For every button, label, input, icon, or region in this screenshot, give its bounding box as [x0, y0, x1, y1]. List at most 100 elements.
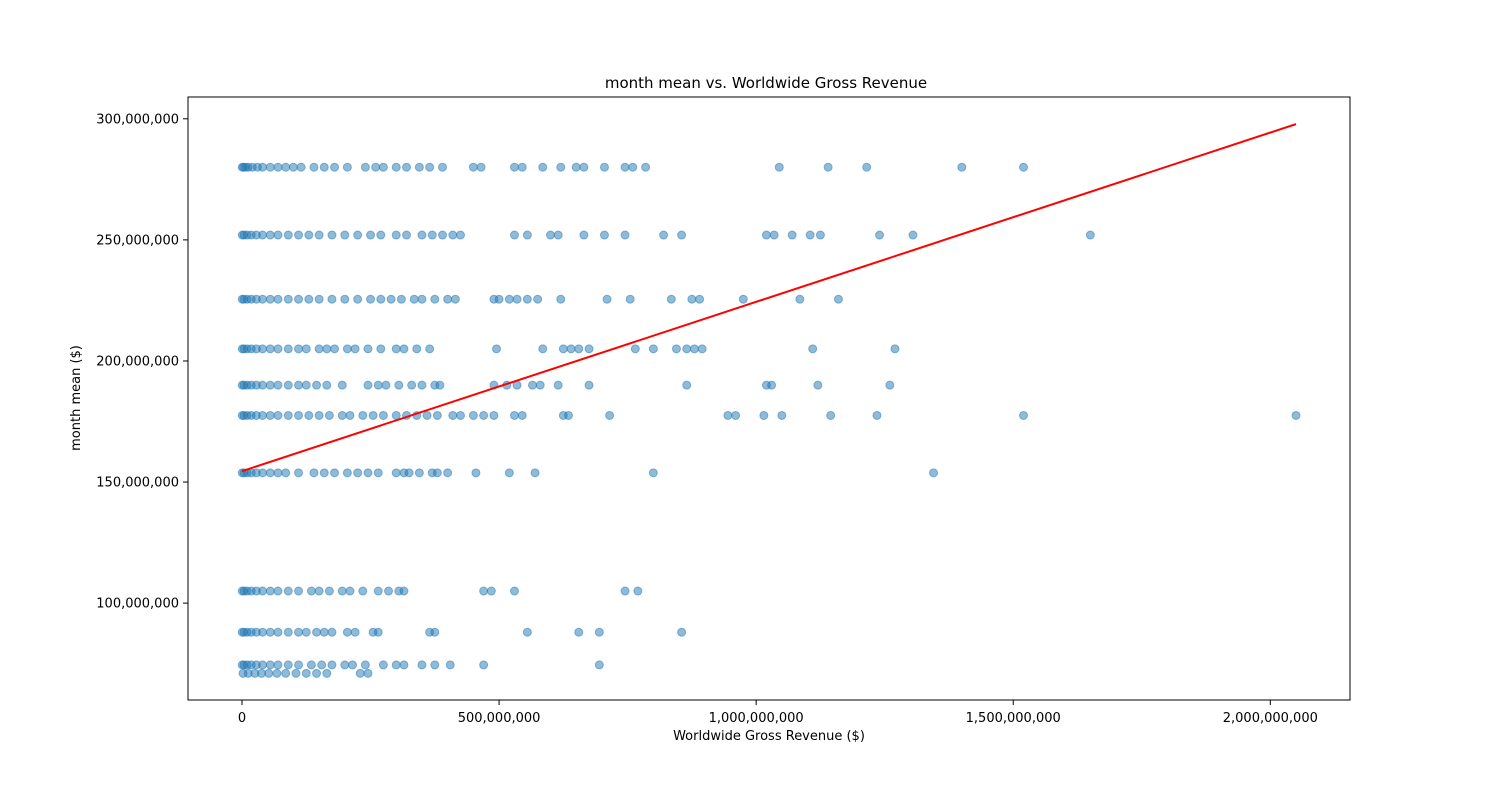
- data-point: [342, 162, 352, 172]
- data-point: [265, 344, 275, 354]
- data-point: [373, 380, 383, 390]
- data-point: [556, 294, 566, 304]
- data-point: [265, 410, 275, 420]
- data-point: [594, 627, 604, 637]
- data-point: [535, 380, 545, 390]
- data-point: [517, 162, 527, 172]
- data-point: [399, 344, 409, 354]
- data-point: [479, 660, 489, 670]
- data-point: [312, 627, 322, 637]
- x-tick-label: 2,000,000,000: [1223, 711, 1318, 726]
- data-point: [273, 294, 283, 304]
- data-point: [368, 410, 378, 420]
- data-point: [330, 344, 340, 354]
- data-point: [399, 586, 409, 596]
- data-point: [378, 660, 388, 670]
- data-point: [456, 410, 465, 420]
- data-point: [363, 380, 373, 390]
- data-point: [479, 586, 489, 596]
- data-point: [509, 230, 519, 240]
- data-point: [833, 294, 843, 304]
- data-point: [563, 410, 573, 420]
- data-point: [327, 627, 337, 637]
- data-point: [358, 410, 368, 420]
- data-point: [348, 660, 358, 670]
- data-point: [376, 294, 386, 304]
- data-point: [471, 468, 481, 478]
- data-point: [689, 344, 699, 354]
- data-point: [545, 230, 555, 240]
- data-point: [314, 230, 324, 240]
- data-point: [584, 380, 594, 390]
- data-point: [443, 294, 453, 304]
- data-point: [373, 468, 383, 478]
- data-point: [265, 468, 275, 478]
- data-point: [273, 162, 283, 172]
- data-point: [574, 627, 584, 637]
- data-point: [731, 410, 741, 420]
- data-point: [813, 380, 823, 390]
- data-point: [273, 468, 283, 478]
- data-point: [769, 230, 779, 240]
- data-point: [761, 230, 771, 240]
- trendline: [241, 123, 1297, 473]
- data-point: [872, 410, 882, 420]
- data-point: [468, 410, 478, 420]
- data-point: [404, 468, 414, 478]
- data-point: [666, 294, 676, 304]
- data-point: [489, 410, 499, 420]
- data-point: [324, 586, 334, 596]
- y-tick-label: 150,000,000: [96, 476, 179, 491]
- data-point: [427, 230, 437, 240]
- data-point: [677, 627, 687, 637]
- data-point: [391, 344, 401, 354]
- data-point: [697, 344, 707, 354]
- data-point: [671, 344, 681, 354]
- data-point: [258, 162, 268, 172]
- data-point: [265, 230, 275, 240]
- data-point: [330, 162, 340, 172]
- data-point: [281, 468, 291, 478]
- data-point: [862, 162, 872, 172]
- data-point: [908, 230, 918, 240]
- data-point: [342, 627, 352, 637]
- data-point: [353, 294, 363, 304]
- data-point: [432, 468, 442, 478]
- data-point: [360, 162, 370, 172]
- data-point: [273, 586, 283, 596]
- data-point: [723, 410, 733, 420]
- data-point: [265, 294, 275, 304]
- data-point: [337, 380, 347, 390]
- data-point: [391, 660, 401, 670]
- data-point: [476, 162, 486, 172]
- data-point: [599, 162, 609, 172]
- data-point: [412, 344, 422, 354]
- data-point: [322, 668, 332, 678]
- data-point: [258, 627, 268, 637]
- data-point: [538, 344, 548, 354]
- data-point: [345, 410, 355, 420]
- data-point: [272, 668, 282, 678]
- data-point: [599, 230, 609, 240]
- y-tick-label: 250,000,000: [96, 233, 179, 248]
- data-point: [677, 230, 687, 240]
- data-point: [342, 344, 352, 354]
- data-point: [319, 468, 329, 478]
- data-point: [504, 294, 514, 304]
- data-point: [738, 294, 748, 304]
- data-point: [566, 344, 576, 354]
- data-point: [322, 344, 332, 354]
- data-point: [265, 627, 275, 637]
- data-point: [396, 294, 406, 304]
- data-point: [533, 294, 543, 304]
- data-point: [337, 586, 347, 596]
- x-tick-label: 500,000,000: [458, 711, 541, 726]
- data-point: [391, 162, 401, 172]
- data-point: [522, 294, 532, 304]
- data-point: [273, 410, 283, 420]
- data-point: [402, 162, 412, 172]
- data-point: [258, 586, 268, 596]
- data-point: [430, 627, 440, 637]
- data-point: [509, 162, 519, 172]
- data-point: [620, 162, 630, 172]
